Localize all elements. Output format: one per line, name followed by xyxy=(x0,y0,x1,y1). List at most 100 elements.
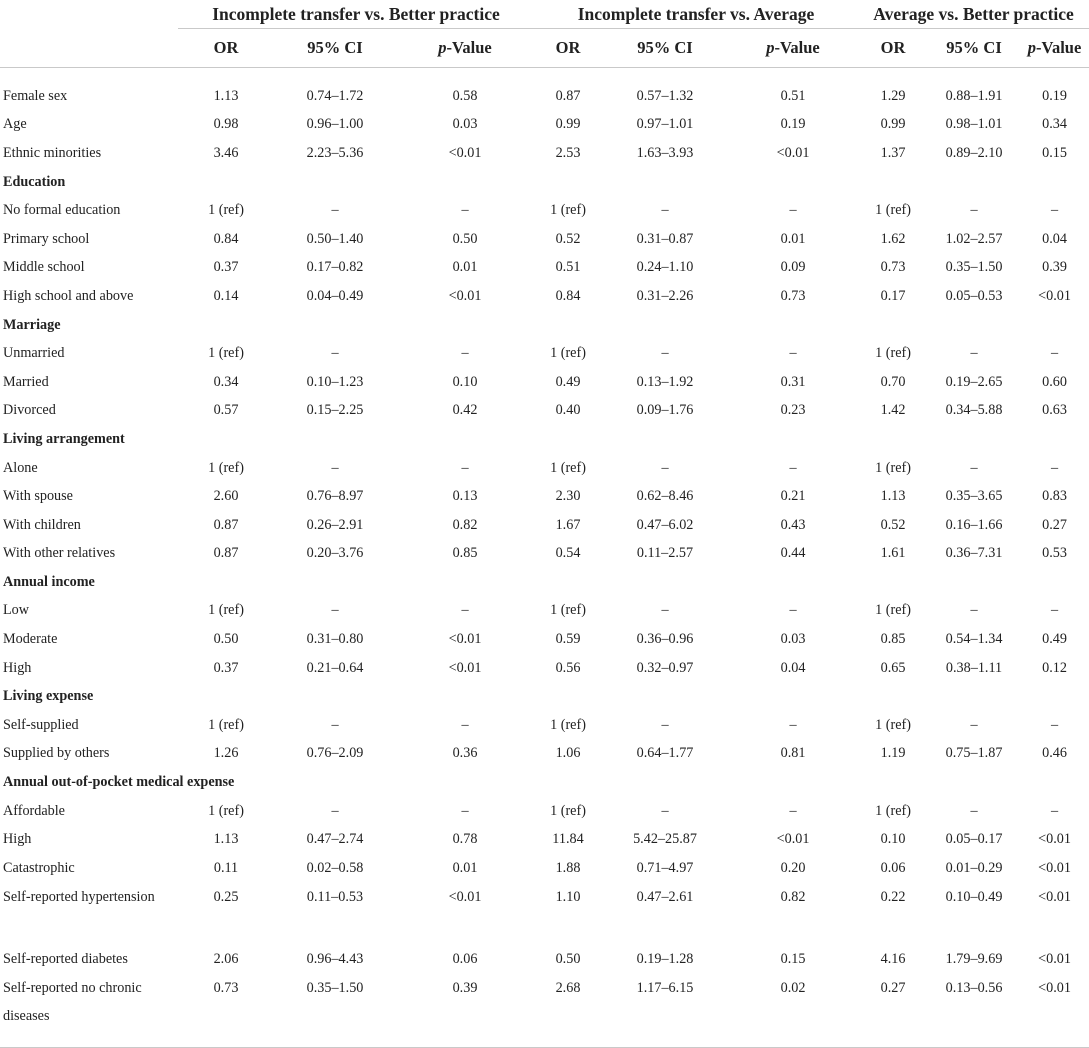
p-value-cell: 0.46 xyxy=(1042,745,1067,762)
ci-cell: – xyxy=(331,345,339,362)
section-header-row: Education xyxy=(0,168,1089,197)
or-cell: 1 (ref) xyxy=(550,202,586,219)
table-row: With spouse 2.60 0.76–8.97 0.13 2.30 0.62–8.4… xyxy=(0,482,1089,511)
or-cell: 0.99 xyxy=(555,116,581,133)
p-value-cell: 0.85 xyxy=(452,545,478,562)
p-value-cell: – xyxy=(789,602,797,619)
ci-cell: 0.76–8.97 xyxy=(306,488,364,505)
or-cell: 0.37 xyxy=(213,659,239,676)
or-cell: 1 (ref) xyxy=(550,345,586,362)
ci-cell: 0.89–2.10 xyxy=(945,144,1003,161)
row-label: Alone xyxy=(3,459,38,476)
or-cell: 0.84 xyxy=(213,230,239,247)
p-value-cell: – xyxy=(1051,802,1059,819)
p-value-cell: <0.01 xyxy=(448,287,482,304)
ci-cell: 0.96–4.43 xyxy=(306,951,364,968)
p-value-cell: 0.01 xyxy=(452,859,478,876)
or-cell: 0.22 xyxy=(880,888,906,905)
table-row: Catastrophic 0.11 0.02–0.58 0.01 1.88 0.71–4.… xyxy=(0,854,1089,883)
p-value-cell: 0.04 xyxy=(780,659,806,676)
or-cell: 1.26 xyxy=(213,745,239,762)
ci-cell: 0.35–1.50 xyxy=(306,980,364,997)
ci-cell: 0.47–2.74 xyxy=(306,831,364,848)
table-row: With other relatives 0.87 0.20–3.76 0.85 0.5… xyxy=(0,540,1089,569)
ci-cell: 0.31–0.80 xyxy=(306,631,364,648)
or-cell: 1.61 xyxy=(880,545,906,562)
ci-cell: – xyxy=(970,802,978,819)
or-cell: 0.25 xyxy=(213,888,239,905)
table-row: Supplied by others 1.26 0.76–2.09 0.36 1.06 0… xyxy=(0,740,1089,769)
p-value-cell: 0.03 xyxy=(780,631,806,648)
table-row: Self-reported no chronic diseases 0.73 0.3… xyxy=(0,974,1089,1037)
section-label: Annual income xyxy=(3,573,95,590)
ci-cell: 0.31–2.26 xyxy=(636,287,694,304)
p-value-cell: 0.20 xyxy=(780,859,806,876)
ci-cell: 0.24–1.10 xyxy=(636,259,694,276)
table-row: Low 1 (ref) – – 1 (ref) – – 1 (ref) – – xyxy=(0,597,1089,626)
or-cell: 0.52 xyxy=(880,516,906,533)
ci-cell: 5.42–25.87 xyxy=(633,831,697,848)
p-value-cell: 0.82 xyxy=(452,516,478,533)
table-row: High school and above 0.14 0.04–0.49 <0.01 0… xyxy=(0,282,1089,311)
or-cell: 1 (ref) xyxy=(550,602,586,619)
p-value-cell: <0.01 xyxy=(1038,831,1071,848)
p-value-header: p-Value xyxy=(396,28,534,68)
p-value-cell: 0.44 xyxy=(780,545,806,562)
p-value-cell: – xyxy=(461,802,469,819)
or-cell: 0.50 xyxy=(555,951,581,968)
ci-cell: – xyxy=(661,716,669,733)
table-row: Moderate 0.50 0.31–0.80 <0.01 0.59 0.36–0.96 0… xyxy=(0,625,1089,654)
ci-cell: 0.13–1.92 xyxy=(636,373,694,390)
ci-cell: 0.26–2.91 xyxy=(306,516,364,533)
or-cell: 1 (ref) xyxy=(875,602,911,619)
or-cell: 0.99 xyxy=(880,116,906,133)
or-cell: 0.98 xyxy=(213,116,239,133)
ci-header: 95% CI xyxy=(928,28,1021,68)
ci-cell: 0.36–7.31 xyxy=(945,545,1003,562)
ci-cell: – xyxy=(970,716,978,733)
ci-cell: 0.97–1.01 xyxy=(636,116,694,133)
ci-cell: 0.09–1.76 xyxy=(636,402,694,419)
or-cell: 3.46 xyxy=(213,144,239,161)
or-cell: 1 (ref) xyxy=(875,459,911,476)
p-value-cell: 0.83 xyxy=(1042,488,1067,505)
or-cell: 1 (ref) xyxy=(208,202,244,219)
or-cell: 1.19 xyxy=(880,745,906,762)
or-cell: 1 (ref) xyxy=(550,459,586,476)
p-value-cell: 0.50 xyxy=(452,230,478,247)
p-rest: -Value xyxy=(1036,38,1082,57)
p-value-cell: <0.01 xyxy=(776,831,810,848)
table-row: High 0.37 0.21–0.64 <0.01 0.56 0.32–0.97 0.04 0… xyxy=(0,654,1089,683)
table-row: Self-reported hypertension 0.25 0.11–0.53 <… xyxy=(0,883,1089,946)
table-row: Self-reported diabetes 2.06 0.96–4.43 0.06 0… xyxy=(0,946,1089,975)
p-value-cell: – xyxy=(1051,602,1059,619)
or-header: OR xyxy=(178,28,274,68)
or-cell: 0.87 xyxy=(213,545,239,562)
p-value-cell: <0.01 xyxy=(1038,951,1071,968)
or-cell: 1.88 xyxy=(555,859,581,876)
ci-cell: 0.11–2.57 xyxy=(636,545,694,562)
ci-cell: 0.88–1.91 xyxy=(945,87,1003,104)
p-value-cell: 0.19 xyxy=(780,116,806,133)
ci-cell: 0.74–1.72 xyxy=(306,87,364,104)
table-row: Age 0.98 0.96–1.00 0.03 0.99 0.97–1.01 0.19 0.9… xyxy=(0,111,1089,140)
ci-cell: 0.64–1.77 xyxy=(636,745,694,762)
section-header-row: Living arrangement xyxy=(0,425,1089,454)
p-value-cell: 0.31 xyxy=(780,373,806,390)
ci-cell: – xyxy=(970,602,978,619)
row-label: Female sex xyxy=(3,87,68,104)
row-label: Self-supplied xyxy=(3,716,79,733)
p-rest: -Value xyxy=(774,38,820,57)
or-cell: 1 (ref) xyxy=(550,802,586,819)
p-value-cell: – xyxy=(461,202,469,219)
p-value-cell: – xyxy=(789,202,797,219)
ci-cell: – xyxy=(661,345,669,362)
ci-cell: 0.16–1.66 xyxy=(945,516,1003,533)
p-value-cell: <0.01 xyxy=(1038,859,1071,876)
ci-cell: 0.05–0.17 xyxy=(945,831,1003,848)
section-label: Living expense xyxy=(3,688,94,705)
or-cell: 1 (ref) xyxy=(875,202,911,219)
or-cell: 0.51 xyxy=(555,259,581,276)
p-value-cell: – xyxy=(789,802,797,819)
or-cell: 0.59 xyxy=(555,631,581,648)
